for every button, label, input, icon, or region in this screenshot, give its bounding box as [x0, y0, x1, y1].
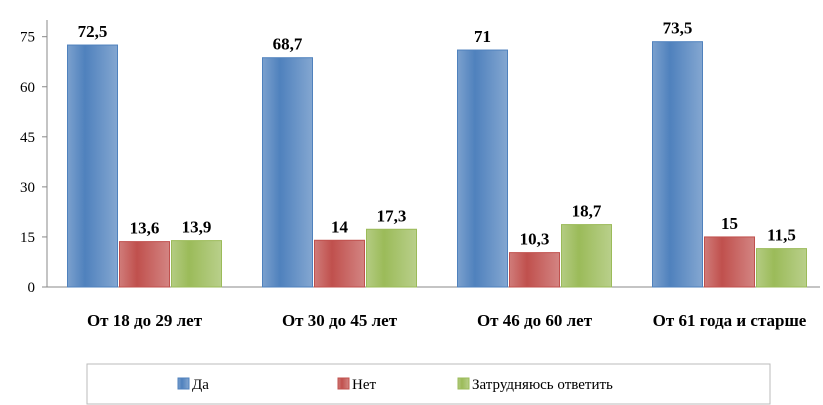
y-tick-label: 75 [20, 30, 35, 46]
value-label: 71 [474, 27, 491, 46]
bar [509, 252, 560, 288]
bar [67, 44, 118, 288]
legend-label: Да [192, 377, 209, 393]
value-label: 15 [721, 214, 738, 233]
bar [704, 236, 755, 288]
y-tick-label: 15 [20, 230, 35, 246]
x-tick-label: От 61 года и старше [652, 311, 807, 330]
legend-label: Нет [352, 377, 376, 393]
legend-swatch [337, 377, 350, 390]
value-label: 68,7 [273, 35, 303, 54]
legend-label: Затрудняюсь ответить [472, 377, 613, 393]
bar [366, 228, 417, 288]
legend-swatch [177, 377, 190, 390]
x-tick-label: От 18 до 29 лет [86, 311, 203, 330]
value-label: 17,3 [377, 206, 407, 225]
value-label: 11,5 [767, 226, 796, 245]
legend-swatch [457, 377, 470, 390]
x-tick-label: От 30 до 45 лет [281, 311, 398, 330]
y-tick-label: 0 [28, 280, 36, 296]
y-tick-label: 60 [20, 80, 35, 96]
value-label: 13,9 [182, 218, 212, 237]
value-label: 10,3 [520, 230, 550, 249]
bar [652, 41, 703, 288]
bar [561, 224, 612, 288]
value-label: 72,5 [78, 22, 108, 41]
value-label: 18,7 [572, 202, 602, 221]
bar [119, 241, 170, 288]
value-label: 14 [331, 217, 349, 236]
bar [457, 49, 508, 288]
x-tick-label: От 46 до 60 лет [476, 311, 593, 330]
value-label: 13,6 [130, 219, 160, 238]
legend-box [86, 363, 771, 405]
y-tick-label: 45 [20, 130, 35, 146]
bar [756, 248, 807, 288]
y-tick-label: 30 [20, 180, 35, 196]
bar [171, 240, 222, 288]
bar [314, 239, 365, 288]
bar [262, 57, 313, 288]
value-label: 73,5 [663, 19, 693, 38]
